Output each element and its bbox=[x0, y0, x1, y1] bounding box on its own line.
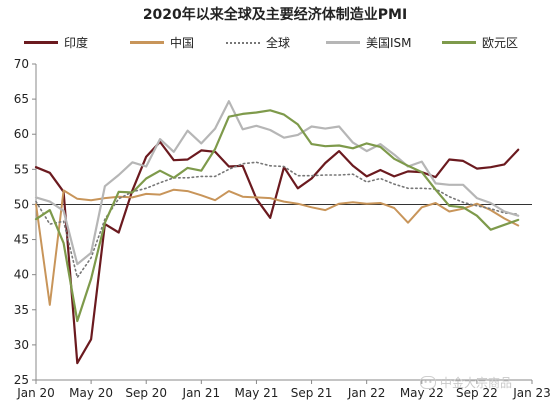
watermark-text: 中金大宗商品 bbox=[440, 376, 513, 390]
x-tick-label: Sep 20 bbox=[125, 386, 167, 400]
series-line-0 bbox=[34, 140, 520, 365]
legend-swatch-india bbox=[24, 41, 58, 44]
x-tick-label: Jan 20 bbox=[16, 386, 55, 400]
legend: 印度 中国 全球 美国ISM 欧元区 bbox=[24, 34, 544, 52]
legend-swatch-global bbox=[226, 41, 260, 44]
legend-label-eurozone: 欧元区 bbox=[482, 36, 519, 50]
wechat-icon: •• bbox=[420, 376, 436, 389]
y-tick-label: 65 bbox=[14, 92, 29, 106]
legend-item-us-ism: 美国ISM bbox=[326, 34, 412, 51]
series-line-4 bbox=[34, 109, 520, 323]
legend-item-global: 全球 bbox=[226, 34, 290, 51]
y-tick-label: 50 bbox=[14, 197, 29, 211]
watermark: •• 中金大宗商品 bbox=[420, 374, 512, 391]
y-tick-label: 40 bbox=[14, 268, 29, 282]
x-tick-label: Jan 23 bbox=[512, 386, 550, 400]
series-line-1 bbox=[35, 188, 520, 306]
y-tick-label: 45 bbox=[14, 233, 29, 247]
y-tick-label: 25 bbox=[14, 373, 29, 387]
legend-label-china: 中国 bbox=[170, 36, 195, 50]
x-tick-label: Jan 22 bbox=[347, 386, 386, 400]
x-tick-label: Jan 21 bbox=[182, 386, 221, 400]
legend-swatch-eurozone bbox=[442, 41, 476, 44]
legend-swatch-us-ism bbox=[326, 41, 360, 44]
x-tick-label: Sep 22 bbox=[456, 386, 498, 400]
y-tick-label: 60 bbox=[14, 127, 29, 141]
legend-label-global: 全球 bbox=[266, 36, 291, 50]
legend-item-china: 中国 bbox=[130, 34, 194, 51]
series-line-2 bbox=[35, 161, 519, 279]
legend-item-india: 印度 bbox=[24, 34, 88, 51]
x-tick-label: May 22 bbox=[400, 386, 444, 400]
x-tick-label: Sep 21 bbox=[291, 386, 333, 400]
y-tick-label: 35 bbox=[14, 303, 29, 317]
x-tick-label: May 21 bbox=[234, 386, 278, 400]
y-tick-label: 30 bbox=[14, 338, 29, 352]
x-tick-label: May 20 bbox=[69, 386, 113, 400]
y-tick-label: 70 bbox=[14, 57, 29, 71]
legend-label-india: 印度 bbox=[64, 36, 89, 50]
legend-label-us-ism: 美国ISM bbox=[366, 36, 412, 50]
series-line-3 bbox=[34, 100, 520, 266]
legend-item-eurozone: 欧元区 bbox=[442, 34, 518, 51]
chart-title: 2020年以来全球及主要经济体制造业PMI bbox=[142, 7, 408, 23]
legend-swatch-china bbox=[130, 41, 164, 44]
y-tick-label: 55 bbox=[14, 162, 29, 176]
